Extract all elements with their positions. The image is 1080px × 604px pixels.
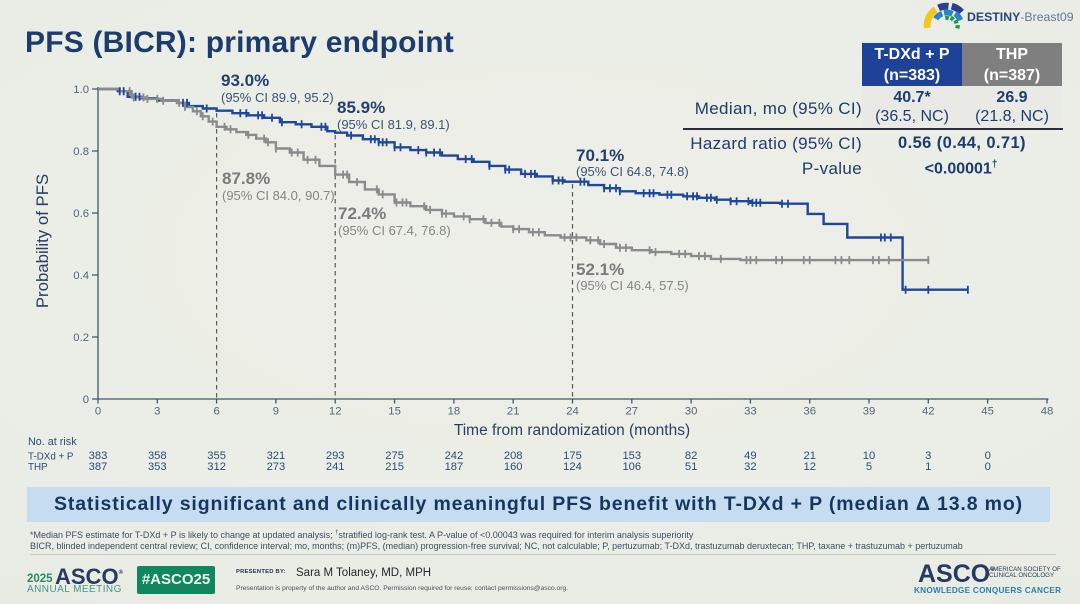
svg-text:208: 208 (504, 450, 523, 462)
svg-text:0: 0 (985, 461, 991, 473)
svg-text:0.2: 0.2 (73, 332, 89, 344)
svg-text:0.8: 0.8 (73, 146, 89, 158)
svg-text:293: 293 (326, 450, 345, 462)
svg-text:275: 275 (385, 450, 404, 462)
svg-text:355: 355 (207, 450, 226, 462)
svg-text:70.1%: 70.1% (576, 146, 624, 165)
svg-text:27: 27 (626, 406, 639, 418)
svg-text:87.8%: 87.8% (222, 169, 270, 188)
svg-text:24: 24 (566, 406, 579, 418)
svg-text:(95% CI 84.0, 90.7): (95% CI 84.0, 90.7) (222, 188, 335, 203)
svg-text:(95% CI 64.8, 74.8): (95% CI 64.8, 74.8) (576, 164, 689, 179)
svg-text:33: 33 (744, 406, 757, 418)
svg-text:12: 12 (329, 406, 342, 418)
svg-text:0: 0 (95, 406, 101, 418)
svg-text:187: 187 (445, 461, 464, 473)
svg-text:85.9%: 85.9% (337, 98, 385, 117)
svg-text:82: 82 (685, 450, 697, 462)
svg-text:106: 106 (622, 461, 641, 473)
svg-text:21: 21 (507, 406, 520, 418)
svg-text:(95% CI 46.4, 57.5): (95% CI 46.4, 57.5) (576, 278, 689, 293)
svg-text:39: 39 (863, 406, 876, 418)
svg-text:T-DXd + P: T-DXd + P (28, 452, 74, 463)
svg-text:45: 45 (981, 406, 994, 418)
svg-text:241: 241 (326, 461, 345, 473)
svg-text:321: 321 (267, 450, 286, 462)
svg-text:0: 0 (985, 450, 991, 462)
svg-text:3: 3 (925, 450, 931, 462)
svg-text:273: 273 (267, 461, 286, 473)
svg-text:3: 3 (154, 406, 160, 418)
svg-text:Probability of PFS: Probability of PFS (33, 174, 52, 308)
svg-text:124: 124 (563, 461, 582, 473)
svg-text:10: 10 (863, 450, 875, 462)
svg-text:215: 215 (385, 461, 404, 473)
svg-text:12: 12 (803, 461, 815, 473)
svg-text:48: 48 (1041, 406, 1054, 418)
svg-text:6: 6 (213, 406, 219, 418)
svg-text:18: 18 (448, 406, 461, 418)
svg-text:242: 242 (445, 450, 464, 462)
svg-text:DESTINY-Breast09: DESTINY-Breast09 (967, 10, 1074, 24)
svg-text:32: 32 (744, 461, 756, 473)
svg-text:1: 1 (925, 461, 931, 473)
svg-text:(95% CI 81.9, 89.1): (95% CI 81.9, 89.1) (337, 117, 450, 132)
svg-text:153: 153 (622, 450, 641, 462)
svg-text:358: 358 (148, 450, 167, 462)
svg-text:93.0%: 93.0% (221, 71, 269, 90)
svg-text:15: 15 (388, 406, 401, 418)
svg-text:52.1%: 52.1% (576, 260, 624, 279)
svg-text:49: 49 (744, 450, 756, 462)
svg-text:0: 0 (83, 394, 89, 406)
svg-text:312: 312 (207, 461, 226, 473)
svg-text:0.4: 0.4 (73, 270, 89, 282)
svg-text:(95% CI 67.4, 76.8): (95% CI 67.4, 76.8) (338, 223, 451, 238)
svg-text:42: 42 (922, 406, 935, 418)
svg-text:353: 353 (148, 461, 167, 473)
svg-text:Time from randomization (month: Time from randomization (months) (454, 422, 690, 439)
svg-text:5: 5 (866, 461, 872, 473)
svg-text:30: 30 (685, 406, 698, 418)
svg-text:No. at risk: No. at risk (28, 436, 77, 448)
svg-text:51: 51 (685, 461, 697, 473)
svg-text:9: 9 (273, 406, 279, 418)
svg-text:383: 383 (89, 450, 108, 462)
svg-text:72.4%: 72.4% (338, 204, 386, 223)
svg-text:160: 160 (504, 461, 523, 473)
svg-text:(95% CI 89.9, 95.2): (95% CI 89.9, 95.2) (221, 90, 334, 105)
svg-text:THP: THP (28, 462, 48, 473)
svg-text:36: 36 (803, 406, 816, 418)
svg-text:0.6: 0.6 (73, 208, 89, 220)
svg-text:387: 387 (89, 461, 108, 473)
svg-text:21: 21 (803, 450, 815, 462)
svg-text:175: 175 (563, 450, 582, 462)
svg-text:1.0: 1.0 (73, 84, 89, 96)
